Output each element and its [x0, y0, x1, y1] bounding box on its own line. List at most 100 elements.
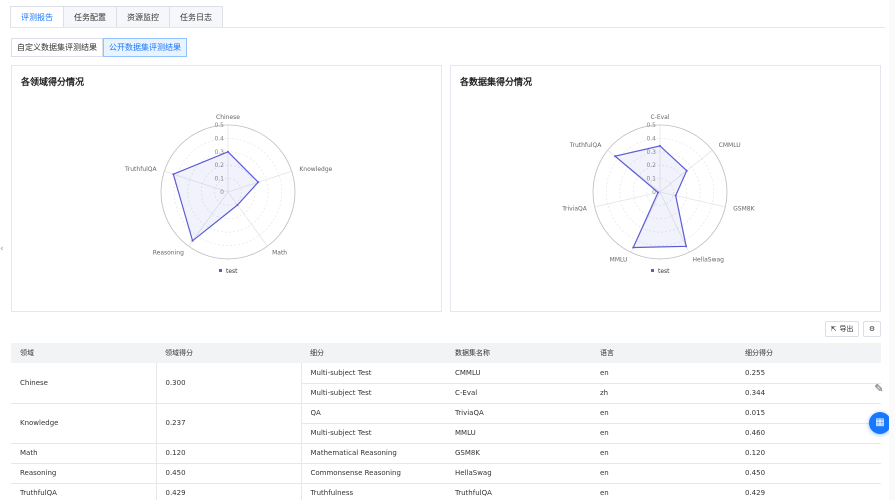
export-icon: ⇱: [830, 325, 837, 333]
legend-label[interactable]: test: [658, 268, 670, 275]
radar-data-point[interactable]: [257, 181, 260, 184]
cell-subscore: 0.120: [736, 443, 881, 464]
cell-subcategory: Mathematical Reasoning: [301, 443, 446, 464]
radar-data-point[interactable]: [191, 239, 194, 242]
table-row: Chinese 0.300 Multi-subject Test CMMLU en 0.2…: [11, 363, 881, 404]
header-dataset-name: 数据集名称: [446, 343, 591, 363]
radar-axis-label: Math: [272, 250, 287, 257]
cell-subscore: 0.429: [736, 483, 881, 500]
radar-data-point[interactable]: [632, 246, 635, 249]
grid-menu-button[interactable]: ▦: [869, 412, 891, 434]
cell-language: en: [591, 483, 736, 500]
cell-subscore: 0.015: [736, 403, 881, 424]
radar-ring: [214, 178, 242, 206]
cell-domain: Knowledge: [11, 403, 157, 444]
legend-label[interactable]: test: [226, 268, 238, 275]
header-subcategory: 细分: [301, 343, 446, 363]
radar-spoke: [188, 191, 229, 247]
settings-button[interactable]: ⚙: [863, 321, 881, 337]
radar-series-area: [172, 151, 260, 242]
radar-spoke: [227, 171, 292, 193]
chevron-left-icon[interactable]: ‹: [0, 244, 4, 254]
tab-task-log[interactable]: 任务日志: [169, 6, 223, 28]
cell-domain: Chinese: [11, 363, 157, 404]
cell-subscore: 0.344: [736, 383, 881, 404]
result-subtabs: 自定义数据集评测结果 公开数据集评测结果: [11, 38, 187, 57]
score-table: 领域 领域得分 细分 数据集名称 语言 细分得分 Chinese 0.300 Mul…: [11, 343, 881, 500]
page-scrollbar[interactable]: [889, 0, 895, 500]
table-row: Math 0.120 Mathematical Reasoning GSM8K en 0.…: [11, 443, 881, 464]
radar-tick-label: 0.2: [214, 162, 224, 169]
radar-data-point[interactable]: [685, 169, 688, 172]
cell-dataset-name: MMLU: [446, 423, 591, 444]
cell-domain: Reasoning: [11, 463, 157, 484]
cell-subcategory: Commonsense Reasoning: [301, 463, 446, 484]
table-row: Multi-subject Test C-Eval zh 0.344: [11, 383, 881, 404]
tab-task-config[interactable]: 任务配置: [63, 6, 117, 28]
domain-score-title: 各领域得分情况: [21, 78, 85, 88]
radar-data-point[interactable]: [614, 155, 617, 158]
cell-domain-score: 0.450: [156, 463, 302, 484]
cell-dataset-name: GSM8K: [446, 443, 591, 464]
radar-spoke: [659, 191, 690, 253]
cell-domain-score: 0.237: [156, 403, 302, 444]
dataset-score-panel: 各数据集得分情况 0 0.1 0.2 0.3 0.4 0.5C-Eval CMMLU GSM8…: [450, 65, 881, 312]
cell-domain: TruthfulQA: [11, 483, 157, 500]
cell-subscore: 0.255: [736, 363, 881, 384]
radar-axis-label: TruthfulQA: [124, 166, 158, 173]
header-language: 语言: [591, 343, 736, 363]
radar-data-point[interactable]: [236, 204, 239, 207]
tab-resource-monitor[interactable]: 资源监控: [116, 6, 170, 28]
dataset-radar-chart: 0 0.1 0.2 0.3 0.4 0.5C-Eval CMMLU GSM8K HellaSwa…: [561, 114, 755, 275]
table-header-row: 领域 领域得分 细分 数据集名称 语言 细分得分: [11, 343, 881, 363]
cell-dataset-name: TruthfulQA: [446, 483, 591, 500]
subtab-public-dataset[interactable]: 公开数据集评测结果: [103, 38, 187, 57]
radar-axis-label: TriviaQA: [561, 206, 588, 213]
radar-tick-label: 0.4: [214, 135, 224, 142]
radar-data-point[interactable]: [657, 191, 660, 194]
radar-axis-label: HellaSwag: [693, 257, 725, 264]
header-domain-score: 领域得分: [156, 343, 301, 363]
cell-subscore: 0.460: [736, 423, 881, 444]
table-row: Knowledge 0.237 QA TriviaQA en 0.015: [11, 403, 881, 444]
radar-spoke: [594, 191, 661, 208]
radar-axis-label: Knowledge: [299, 166, 332, 173]
grid-icon: ▦: [875, 417, 885, 428]
radar-axis-label: TruthfulQA: [569, 142, 603, 149]
table-row: Reasoning 0.450 Commonsense Reasoning Hella…: [11, 463, 881, 484]
legend-marker: [219, 269, 222, 272]
radar-grid: [160, 124, 296, 260]
subtab-custom-dataset[interactable]: 自定义数据集评测结果: [11, 38, 103, 57]
radar-spoke: [659, 191, 726, 208]
cell-domain-score: 0.429: [156, 483, 302, 500]
radar-tick-label: 0: [652, 189, 656, 196]
cell-subcategory: Multi-subject Test: [301, 363, 446, 384]
cell-domain-score: 0.120: [156, 443, 302, 464]
radar-tick-label: 0.1: [214, 176, 224, 183]
table-row: TruthfulQA 0.429 Truthfulness TruthfulQA en 0…: [11, 483, 881, 500]
radar-axis-label: Chinese: [216, 114, 240, 121]
radar-ring: [646, 178, 674, 206]
tab-report[interactable]: 评测报告: [10, 6, 64, 28]
radar-data-point[interactable]: [685, 245, 688, 248]
dataset-score-title: 各数据集得分情况: [460, 78, 533, 88]
table-row: Multi-subject Test MMLU en 0.460: [11, 423, 881, 444]
export-button[interactable]: ⇱ 导出: [825, 321, 859, 337]
gear-icon: ⚙: [868, 325, 876, 333]
cell-dataset-name: C-Eval: [446, 383, 591, 404]
cell-language: en: [591, 423, 736, 444]
radar-tick-label: 0.4: [646, 135, 656, 142]
radar-data-point[interactable]: [172, 173, 175, 176]
cell-language: en: [591, 403, 736, 424]
radar-data-point[interactable]: [674, 194, 677, 197]
edit-icon[interactable]: ✎: [874, 382, 884, 395]
cell-language: zh: [591, 383, 736, 404]
cell-subscore: 0.450: [736, 463, 881, 484]
radar-data-point[interactable]: [227, 150, 229, 153]
radar-data-point[interactable]: [659, 144, 661, 147]
cell-domain-score: 0.300: [156, 363, 302, 404]
radar-axis-label: CMMLU: [719, 142, 741, 149]
cell-dataset-name: HellaSwag: [446, 463, 591, 484]
radar-spoke: [164, 171, 229, 193]
